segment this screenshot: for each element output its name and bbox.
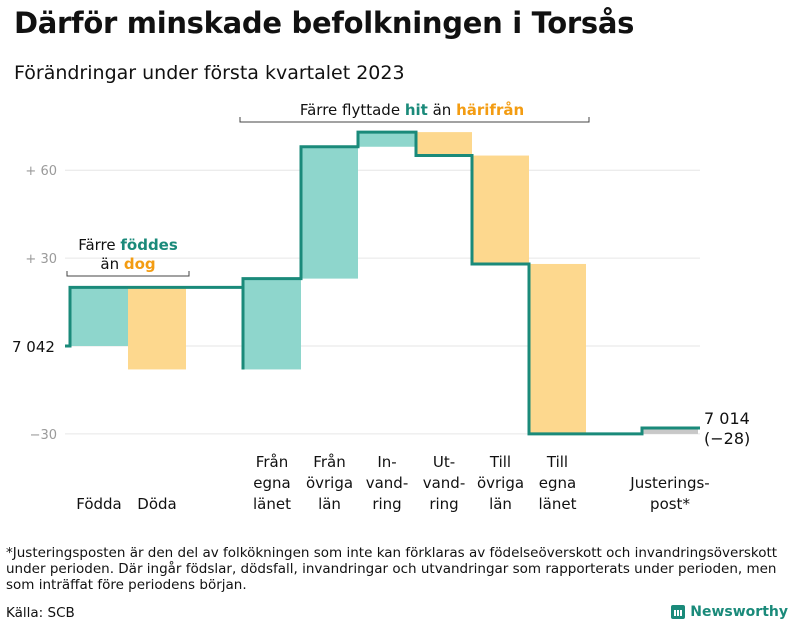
category-label: post* xyxy=(650,495,690,513)
bar-8 xyxy=(529,263,586,434)
y-tick-label: −30 xyxy=(30,428,57,443)
category-label: övriga xyxy=(477,474,524,492)
category-label: In- xyxy=(377,453,396,471)
category-label: Från xyxy=(313,453,345,471)
y-tick-label: + 30 xyxy=(25,252,57,267)
category-label: länet xyxy=(253,495,291,513)
source-label: Källa: SCB xyxy=(6,605,75,621)
category-label: län xyxy=(489,495,512,513)
chart-subtitle: Förändringar under första kvartalet 2023 xyxy=(14,62,405,84)
category-label: län xyxy=(318,495,341,513)
newsworthy-icon xyxy=(671,605,686,619)
moves-annotation: Färre flyttade hit än härifrån xyxy=(300,101,524,119)
category-label: egna xyxy=(253,474,290,492)
end-value-label: 7 014 xyxy=(704,409,750,428)
y-tick-label: + 60 xyxy=(25,164,57,179)
brand-logo[interactable]: Newsworthy xyxy=(671,604,788,620)
category-label: länet xyxy=(539,495,577,513)
category-label: Döda xyxy=(137,495,176,513)
end-change-label: (−28) xyxy=(704,429,750,448)
category-label: Till xyxy=(489,453,511,471)
category-label: Från xyxy=(256,453,288,471)
start-value-label: 7 042 xyxy=(12,338,55,356)
bar-6 xyxy=(416,132,472,156)
category-label: Justerings- xyxy=(629,474,709,492)
moves-bracket xyxy=(239,117,590,123)
waterfall-chart: −30 + 30 + 60 7 042 7 014(−28) Födda Döda Från e… xyxy=(12,101,750,513)
category-label: övriga xyxy=(306,474,353,492)
bar-3 xyxy=(243,278,301,370)
category-label: Födda xyxy=(76,495,122,513)
category-label: Till xyxy=(546,453,568,471)
births-bracket xyxy=(66,271,190,277)
footnote: *Justeringsposten är den del av folkökni… xyxy=(6,545,778,593)
category-label: ring xyxy=(372,495,401,513)
category-label: vand- xyxy=(423,474,466,492)
bar-5 xyxy=(358,132,416,147)
category-label: egna xyxy=(539,474,576,492)
category-label: Ut- xyxy=(433,453,455,471)
bar-9 xyxy=(642,428,698,434)
bar-1 xyxy=(70,287,128,346)
bar-2 xyxy=(128,287,186,370)
category-label: ring xyxy=(429,495,458,513)
chart-title: Därför minskade befolkningen i Torsås xyxy=(14,6,635,40)
brand-name: Newsworthy xyxy=(690,604,788,620)
category-label: vand- xyxy=(366,474,409,492)
births-annotation-line2: än dog xyxy=(100,255,155,273)
bar-7 xyxy=(472,155,529,264)
births-annotation-line1: Färre föddes xyxy=(78,236,178,254)
step-line xyxy=(65,130,700,436)
bar-4 xyxy=(301,146,358,279)
